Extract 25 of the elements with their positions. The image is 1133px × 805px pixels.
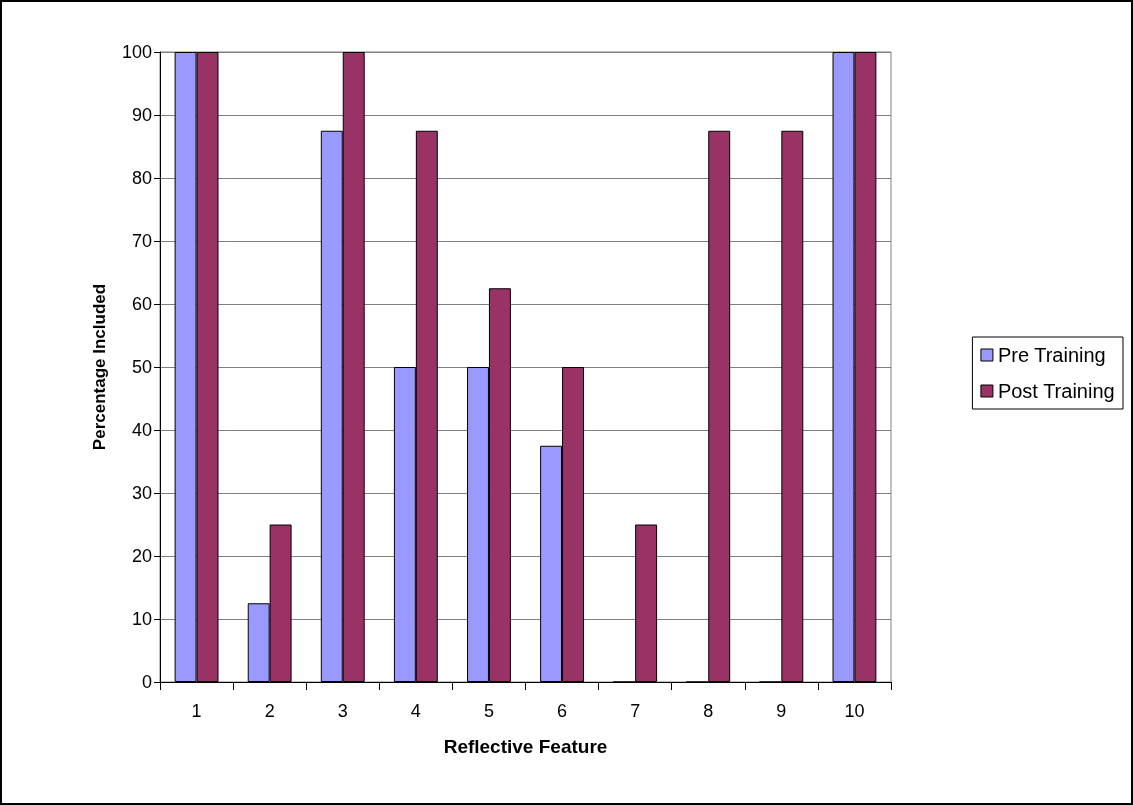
- x-axis-title: Reflective Feature: [443, 736, 608, 757]
- y-tick-label: 60: [131, 294, 152, 314]
- x-tick-label: 10: [844, 701, 865, 721]
- x-tick-label: 7: [630, 701, 641, 721]
- y-tick-label: 40: [131, 420, 152, 440]
- x-tick-label: 6: [557, 701, 568, 721]
- x-tick-label: 1: [191, 701, 202, 721]
- y-tick-label: 90: [131, 105, 152, 125]
- x-tick-label: 4: [410, 701, 421, 721]
- x-tick-label: 2: [264, 701, 275, 721]
- y-tick-label: 30: [131, 483, 152, 503]
- y-tick-label: 100: [121, 42, 152, 62]
- y-axis-title: Percentage Included: [90, 283, 109, 451]
- x-tick-label: 8: [703, 701, 714, 721]
- y-tick-label: 20: [131, 546, 152, 566]
- legend-label: Pre Training: [997, 344, 1106, 366]
- x-tick-label: 9: [776, 701, 787, 721]
- y-tick-label: 80: [131, 168, 152, 188]
- legend-label: Post Training: [997, 380, 1115, 402]
- y-tick-label: 10: [131, 609, 152, 629]
- y-tick-label: 70: [131, 231, 152, 251]
- y-tick-label: 0: [141, 672, 152, 692]
- x-tick-label: 5: [483, 701, 494, 721]
- x-tick-label: 3: [337, 701, 348, 721]
- y-tick-label: 50: [131, 357, 152, 377]
